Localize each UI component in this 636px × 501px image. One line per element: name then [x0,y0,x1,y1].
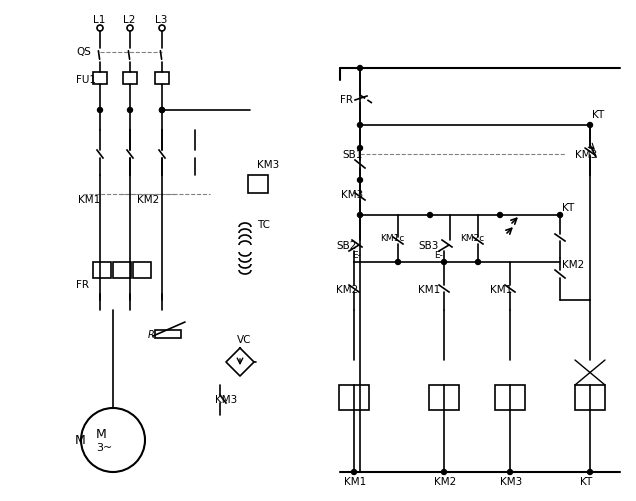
Text: R: R [148,330,155,340]
Circle shape [357,177,363,182]
Text: KT: KT [592,110,604,120]
Text: M: M [96,428,107,441]
Text: KM3: KM3 [575,150,597,160]
Circle shape [497,212,502,217]
Text: KM1: KM1 [344,477,366,487]
Circle shape [357,212,363,217]
Text: QS: QS [76,47,91,57]
Circle shape [357,66,363,71]
Text: KM2: KM2 [434,477,456,487]
Circle shape [160,108,165,113]
Text: KM1: KM1 [418,285,440,295]
Circle shape [97,108,102,113]
Bar [248,175,268,193]
Circle shape [441,260,446,265]
Text: L2: L2 [123,15,135,25]
Text: SB2: SB2 [336,241,356,251]
Circle shape [396,260,401,265]
Circle shape [352,469,357,474]
Circle shape [588,123,593,127]
Bar [429,385,459,410]
Text: E-: E- [434,250,443,260]
Text: KM1: KM1 [78,195,100,205]
Circle shape [357,145,363,150]
Text: SB1: SB1 [342,150,363,160]
Bar [133,262,151,278]
Text: KT: KT [580,477,592,487]
Text: KT: KT [562,203,574,213]
Text: VC: VC [237,335,251,345]
Bar [495,385,525,410]
Text: KM3: KM3 [257,160,279,170]
Text: FU1: FU1 [76,75,96,85]
Text: FR: FR [76,280,89,290]
Text: KM3: KM3 [500,477,522,487]
Text: 3~: 3~ [96,443,112,453]
Bar [575,385,605,410]
Bar [155,72,169,84]
Bar [123,72,137,84]
Text: M: M [75,433,86,446]
Text: KM1c: KM1c [380,233,404,242]
Text: E-: E- [352,250,361,260]
Circle shape [508,469,513,474]
Text: L3: L3 [155,15,167,25]
Bar [339,385,369,410]
Text: SB3: SB3 [418,241,438,251]
Circle shape [427,212,432,217]
Bar [155,330,181,338]
Text: KM2: KM2 [562,260,584,270]
Text: KM2c: KM2c [460,233,484,242]
Text: KM1: KM1 [490,285,512,295]
Text: TC: TC [257,220,270,230]
Circle shape [588,469,593,474]
Bar [93,262,111,278]
Circle shape [160,108,165,113]
Circle shape [357,123,363,127]
Text: KM3: KM3 [341,190,363,200]
Text: L1: L1 [93,15,106,25]
Circle shape [441,469,446,474]
Circle shape [476,260,481,265]
Text: KM3: KM3 [215,395,237,405]
Bar [93,72,107,84]
Text: KM2: KM2 [137,195,159,205]
Text: KM2: KM2 [336,285,358,295]
Bar [113,262,131,278]
Circle shape [558,212,562,217]
Text: FR: FR [340,95,353,105]
Circle shape [127,108,132,113]
